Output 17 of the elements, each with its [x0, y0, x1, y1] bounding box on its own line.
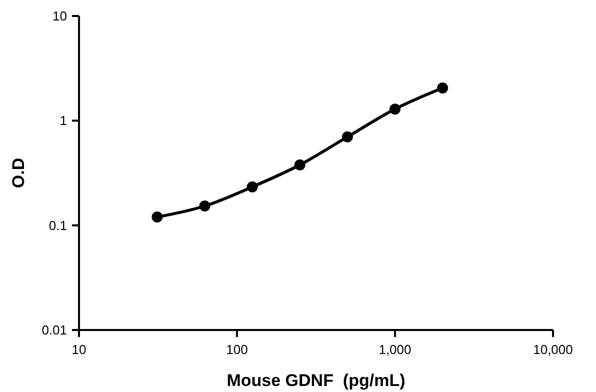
point [199, 200, 210, 212]
point [342, 131, 353, 142]
x-tick-label: 10 [72, 342, 86, 357]
y-tick-label: 0.1 [48, 218, 67, 233]
point [437, 82, 448, 94]
point [152, 212, 163, 223]
x-tick-label: 10,000 [533, 342, 573, 357]
x-axis-title: Mouse GDNF (pg/mL) [226, 371, 406, 390]
y-tick-label: 0.01 [42, 322, 67, 338]
x-tick-label: 1,000 [378, 342, 412, 357]
point [246, 181, 258, 192]
y-axis-title: O.D [9, 158, 28, 188]
y-tick-label: 10 [52, 8, 67, 24]
point [390, 104, 400, 115]
point [294, 159, 306, 170]
y-tick-label: 1 [60, 113, 67, 128]
x-tick-label: 100 [226, 342, 248, 357]
